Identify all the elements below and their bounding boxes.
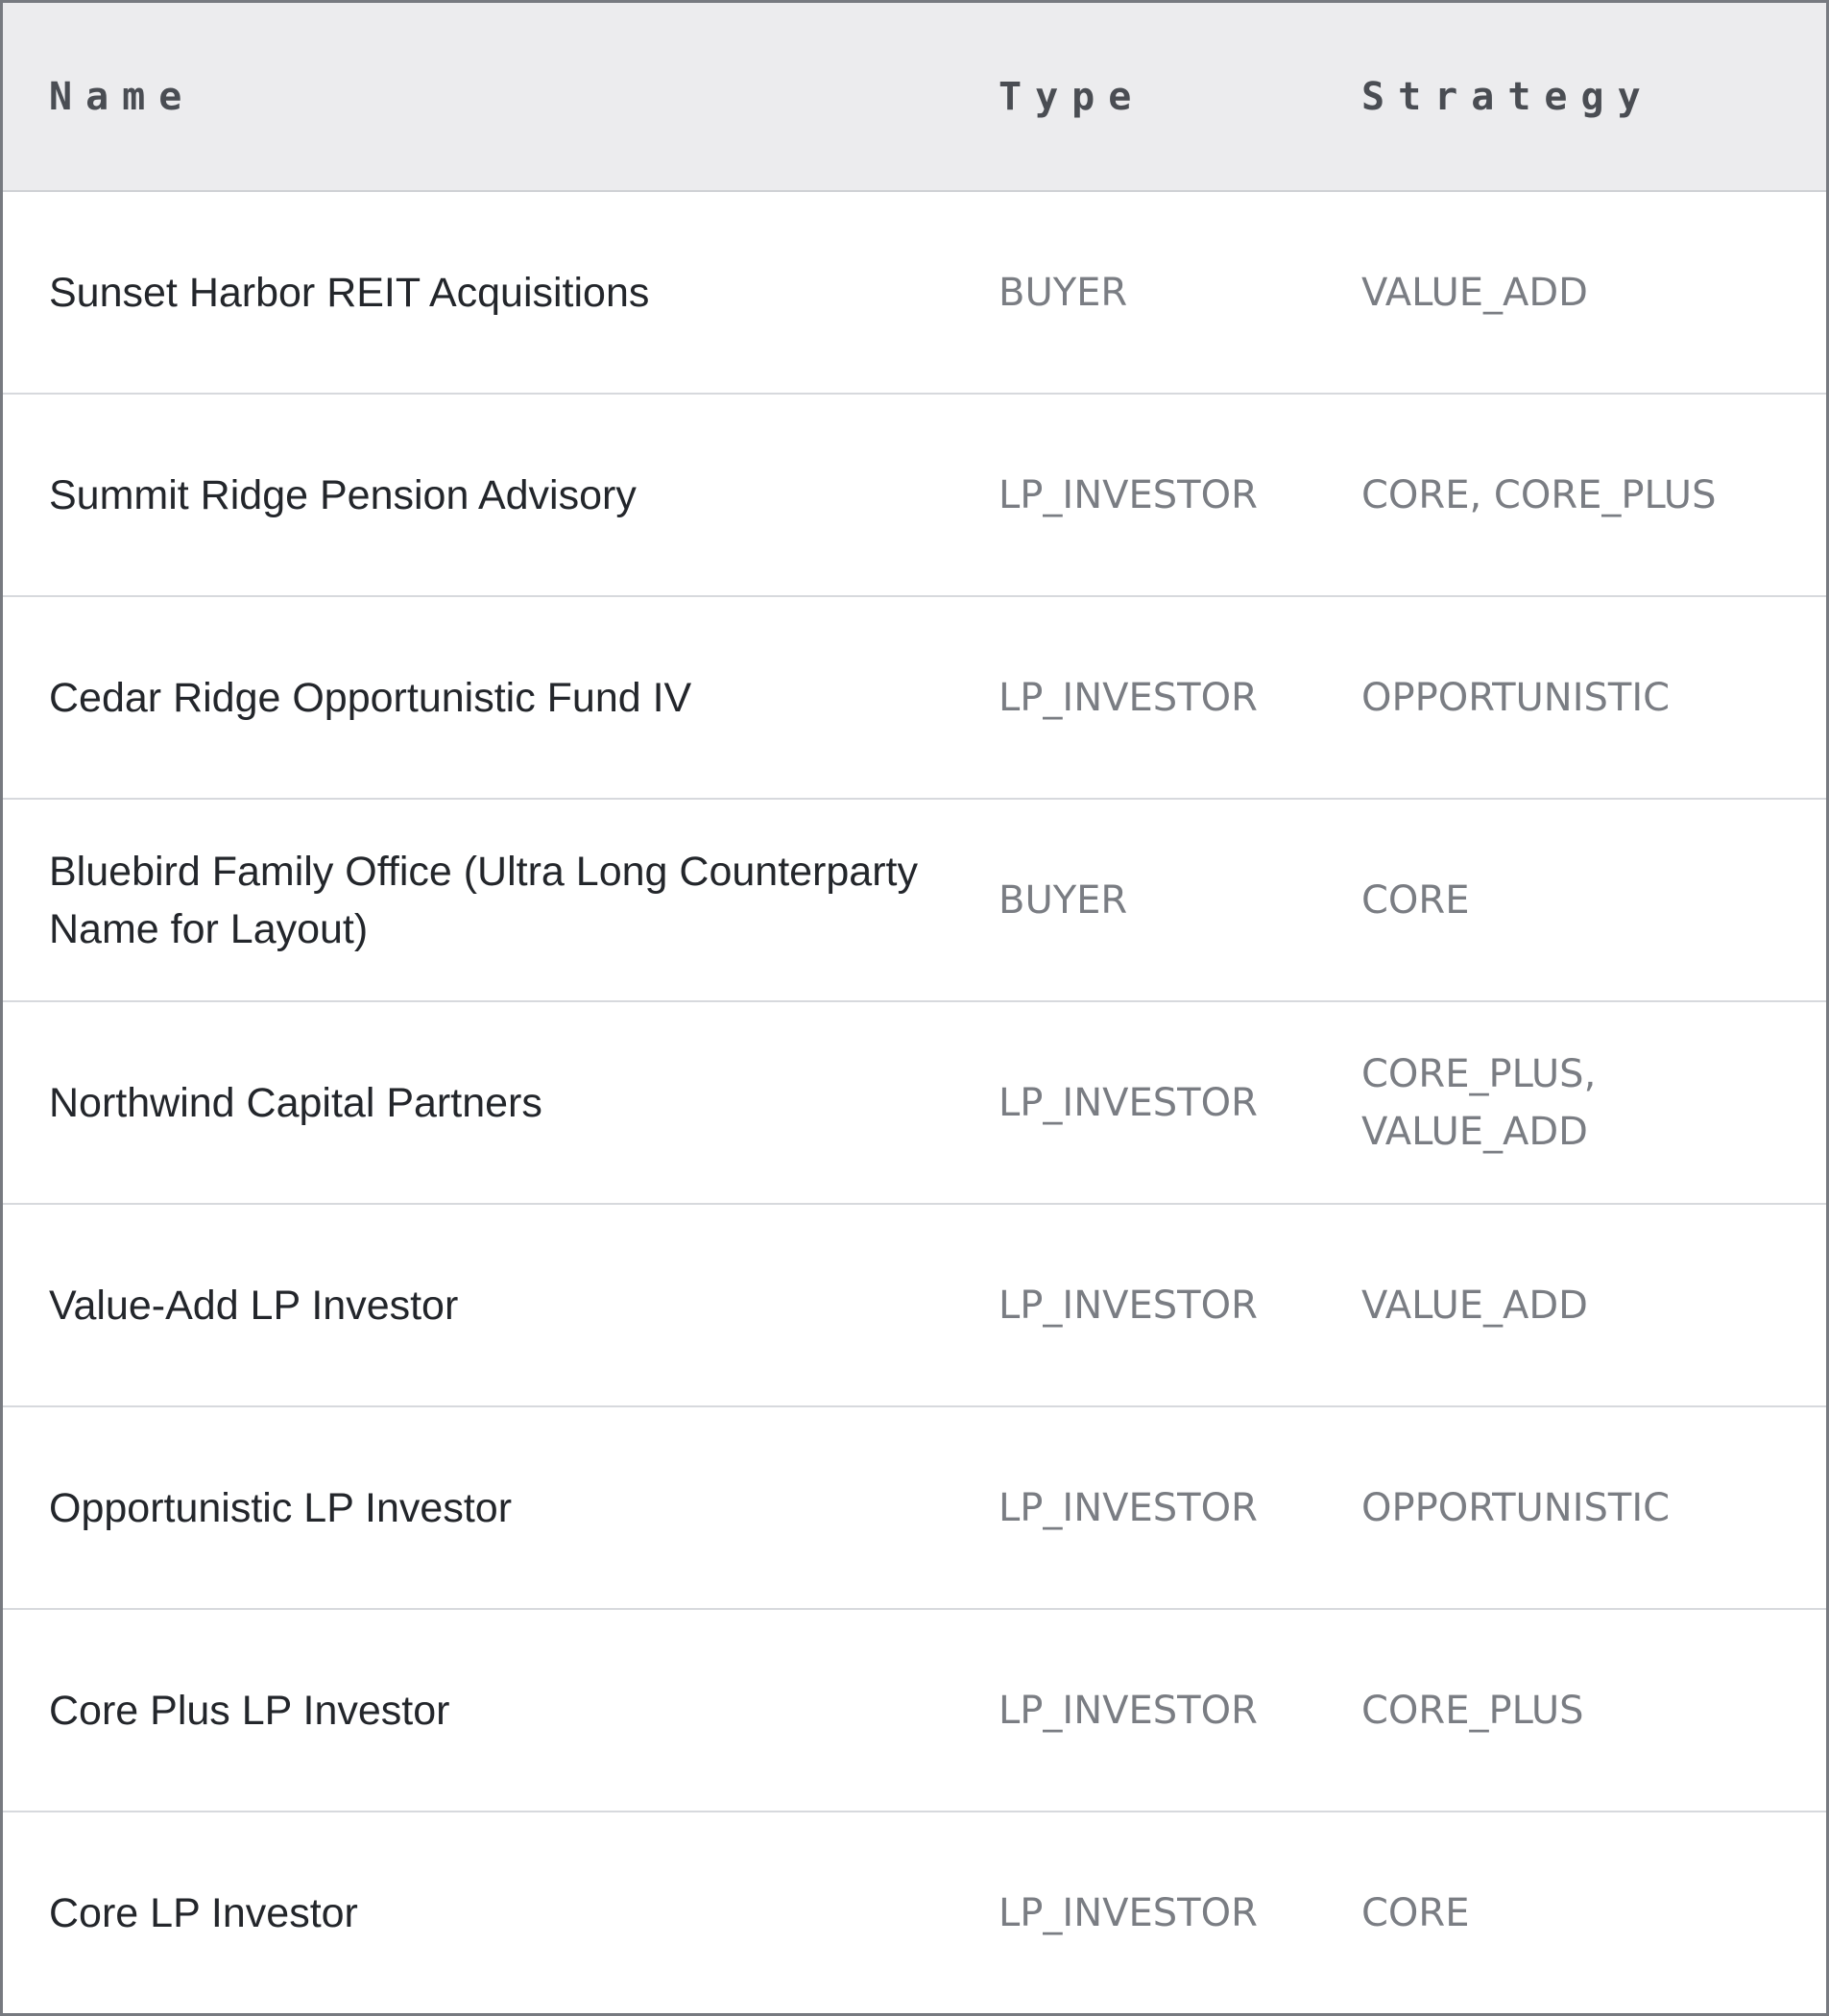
type-cell: LP_INVESTOR: [999, 595, 1361, 799]
table-row[interactable]: Core Plus LP Investor LP_INVESTOR CORE_P…: [3, 1608, 1826, 1812]
strategy-cell: OPPORTUNISTIC: [1361, 1405, 1826, 1609]
name-cell: Bluebird Family Office (Ultra Long Count…: [3, 798, 999, 1001]
name-cell: Core Plus LP Investor: [3, 1608, 999, 1812]
name-cell: Sunset Harbor REIT Acquisitions: [49, 269, 650, 316]
name-cell: Summit Ridge Pension Advisory: [3, 393, 999, 596]
table-header: Name Type Strategy: [3, 3, 1826, 192]
table-row[interactable]: Bluebird Family Office (Ultra Long Count…: [3, 798, 1826, 1001]
header-row: Name Type Strategy: [3, 3, 1826, 192]
strategy-cell: CORE, CORE_PLUS: [1361, 393, 1826, 596]
counterparty-table: Name Type Strategy Sunset Harbor REIT Ac…: [3, 3, 1826, 2013]
strategy-cell: VALUE_ADD: [1361, 1203, 1826, 1406]
table-row[interactable]: Summit Ridge Pension Advisory LP_INVESTO…: [3, 393, 1826, 596]
name-cell: Value-Add LP Investor: [3, 1203, 999, 1406]
table-row[interactable]: Northwind Capital Partners LP_INVESTOR C…: [3, 1000, 1826, 1204]
type-cell: LP_INVESTOR: [999, 1811, 1361, 2013]
strategy-cell: OPPORTUNISTIC: [1361, 595, 1826, 799]
column-header-type[interactable]: Type: [999, 3, 1361, 192]
strategy-cell: CORE: [1361, 1811, 1826, 2013]
strategy-cell: VALUE_ADD: [1361, 270, 1588, 315]
type-cell: BUYER: [999, 270, 1128, 315]
strategy-cell: CORE_PLUS, VALUE_ADD: [1361, 1000, 1826, 1204]
type-cell: LP_INVESTOR: [999, 393, 1361, 596]
name-cell: Northwind Capital Partners: [3, 1000, 999, 1204]
table-row[interactable]: Sunset Harbor REIT Acquisitions BUYER VA…: [3, 191, 1826, 394]
type-cell: LP_INVESTOR: [999, 1000, 1361, 1204]
table-row[interactable]: Cedar Ridge Opportunistic Fund IV LP_INV…: [3, 595, 1826, 799]
type-cell: BUYER: [999, 798, 1361, 1001]
name-cell: Opportunistic LP Investor: [3, 1405, 999, 1609]
name-cell: Cedar Ridge Opportunistic Fund IV: [3, 595, 999, 799]
strategy-cell: CORE_PLUS: [1361, 1608, 1826, 1812]
name-cell: Core LP Investor: [3, 1811, 999, 2013]
table-row[interactable]: Opportunistic LP Investor LP_INVESTOR OP…: [3, 1405, 1826, 1609]
type-cell: LP_INVESTOR: [999, 1203, 1361, 1406]
column-header-name[interactable]: Name: [3, 3, 999, 192]
table-row[interactable]: Core LP Investor LP_INVESTOR CORE: [3, 1811, 1826, 2013]
strategy-cell: CORE: [1361, 798, 1826, 1001]
table-row[interactable]: Value-Add LP Investor LP_INVESTOR VALUE_…: [3, 1203, 1826, 1406]
table-body: Sunset Harbor REIT Acquisitions BUYER VA…: [3, 191, 1826, 2013]
type-cell: LP_INVESTOR: [999, 1608, 1361, 1812]
type-cell: LP_INVESTOR: [999, 1405, 1361, 1609]
column-header-strategy[interactable]: Strategy: [1361, 3, 1826, 192]
